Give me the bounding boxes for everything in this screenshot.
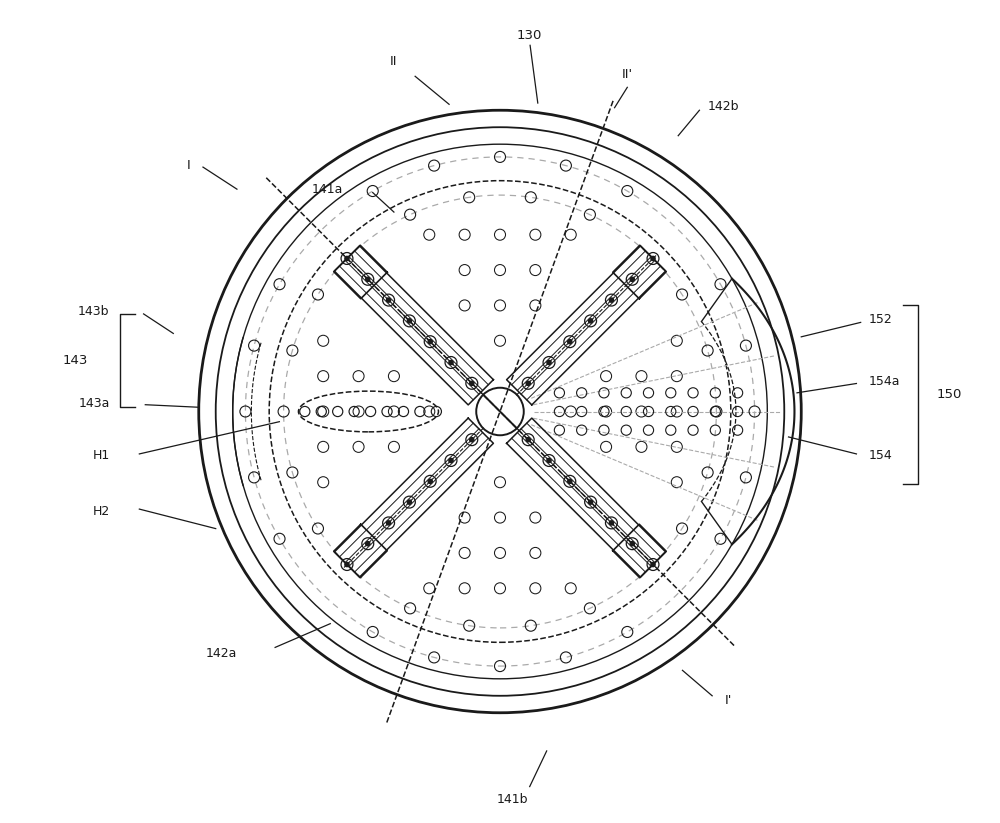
Circle shape — [547, 458, 551, 463]
Circle shape — [470, 381, 474, 385]
Circle shape — [428, 340, 432, 344]
Circle shape — [449, 458, 453, 463]
Text: H1: H1 — [92, 449, 110, 463]
Circle shape — [609, 298, 614, 302]
Text: 150: 150 — [937, 388, 962, 401]
Circle shape — [588, 319, 593, 323]
Circle shape — [345, 562, 349, 567]
Circle shape — [386, 298, 391, 302]
Text: II: II — [390, 55, 398, 67]
Text: I: I — [187, 159, 190, 172]
Circle shape — [526, 438, 530, 442]
Text: 142a: 142a — [206, 647, 237, 660]
Circle shape — [407, 500, 412, 504]
Circle shape — [407, 319, 412, 323]
Text: 143: 143 — [63, 354, 88, 367]
Circle shape — [630, 542, 634, 546]
Text: 142b: 142b — [708, 100, 739, 113]
Text: 141b: 141b — [497, 793, 528, 807]
Circle shape — [449, 360, 453, 365]
Text: 143b: 143b — [78, 305, 110, 318]
Text: I': I' — [725, 694, 732, 706]
Circle shape — [547, 360, 551, 365]
Text: 154: 154 — [869, 449, 893, 463]
Circle shape — [588, 500, 593, 504]
Circle shape — [630, 277, 634, 281]
Circle shape — [345, 256, 349, 261]
Circle shape — [568, 479, 572, 483]
Circle shape — [470, 438, 474, 442]
Text: 152: 152 — [869, 314, 893, 327]
Text: 130: 130 — [517, 30, 542, 42]
Text: II': II' — [622, 67, 633, 81]
Text: 141a: 141a — [312, 183, 343, 196]
Text: 154a: 154a — [869, 375, 901, 388]
Circle shape — [386, 521, 391, 525]
Circle shape — [651, 256, 655, 261]
Circle shape — [651, 562, 655, 567]
Text: 143a: 143a — [78, 397, 110, 410]
Circle shape — [568, 340, 572, 344]
Circle shape — [609, 521, 614, 525]
Circle shape — [428, 479, 432, 483]
Text: H2: H2 — [92, 505, 110, 518]
Circle shape — [526, 381, 530, 385]
Circle shape — [366, 542, 370, 546]
Circle shape — [366, 277, 370, 281]
